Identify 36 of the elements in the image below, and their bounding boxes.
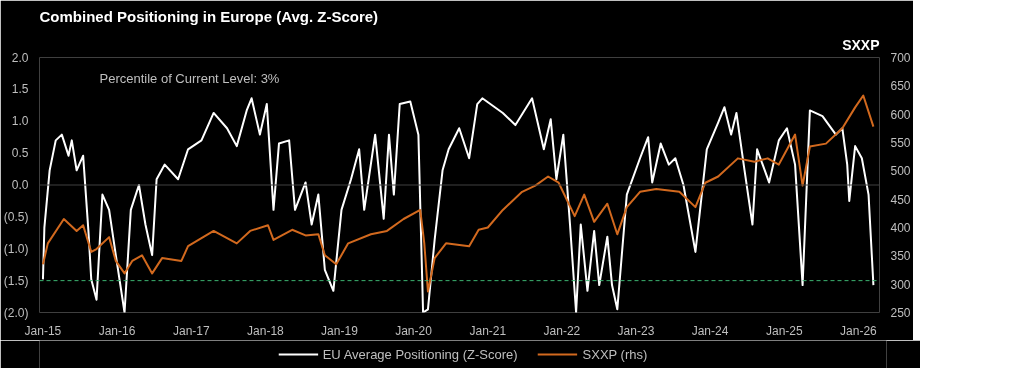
legend-label: SXXP (rhs)	[582, 346, 648, 362]
y-tick-label: 0.0	[11, 178, 29, 192]
x-tick-label: Jan-15	[24, 323, 62, 338]
y2-tick-label: 350	[890, 249, 911, 264]
x-tick-label: Jan-23	[617, 323, 655, 338]
x-tick-label: Jan-17	[172, 323, 210, 338]
y-tick-label: (1.5)	[3, 273, 29, 288]
y2-tick-label: 300	[890, 277, 911, 292]
y2-tick-label: 700	[890, 51, 911, 65]
legend-label: EU Average Positioning (Z-Score)	[322, 346, 518, 362]
y-tick-label: (0.5)	[3, 209, 29, 224]
x-tick-label: Jan-22	[543, 323, 581, 338]
y-tick-label: (1.0)	[3, 241, 29, 256]
x-tick-label: Jan-25	[765, 323, 803, 338]
x-tick-label: Jan-24	[691, 323, 729, 338]
x-tick-label: Jan-18	[247, 323, 285, 338]
y2-tick-label: 500	[890, 164, 911, 179]
y-tick-label: 0.5	[11, 146, 29, 161]
x-tick-label: Jan-20	[395, 323, 433, 338]
y2-tick-label: 450	[890, 192, 911, 207]
y2-tick-label: 600	[890, 107, 911, 122]
x-tick-label: Jan-19	[321, 323, 359, 338]
x-tick-label: Jan-16	[98, 323, 136, 338]
y2-tick-label: 400	[890, 221, 911, 235]
y2-axis-title: SXXP	[842, 36, 880, 53]
y2-tick-label: 550	[890, 136, 911, 150]
x-tick-label: Jan-21	[469, 323, 507, 338]
annotation: Percentile of Current Level: 3%	[99, 70, 280, 86]
chart-title: Combined Positioning in Europe (Avg. Z-Score)	[39, 7, 379, 25]
y2-tick-label: 650	[890, 79, 911, 94]
y-tick-label: 1.5	[11, 82, 29, 97]
y-tick-label: 2.0	[11, 50, 29, 65]
y-tick-label: 1.0	[11, 114, 29, 129]
y2-tick-label: 250	[890, 306, 911, 320]
x-tick-label: Jan-26	[840, 323, 878, 338]
y-tick-label: (2.0)	[3, 305, 29, 320]
